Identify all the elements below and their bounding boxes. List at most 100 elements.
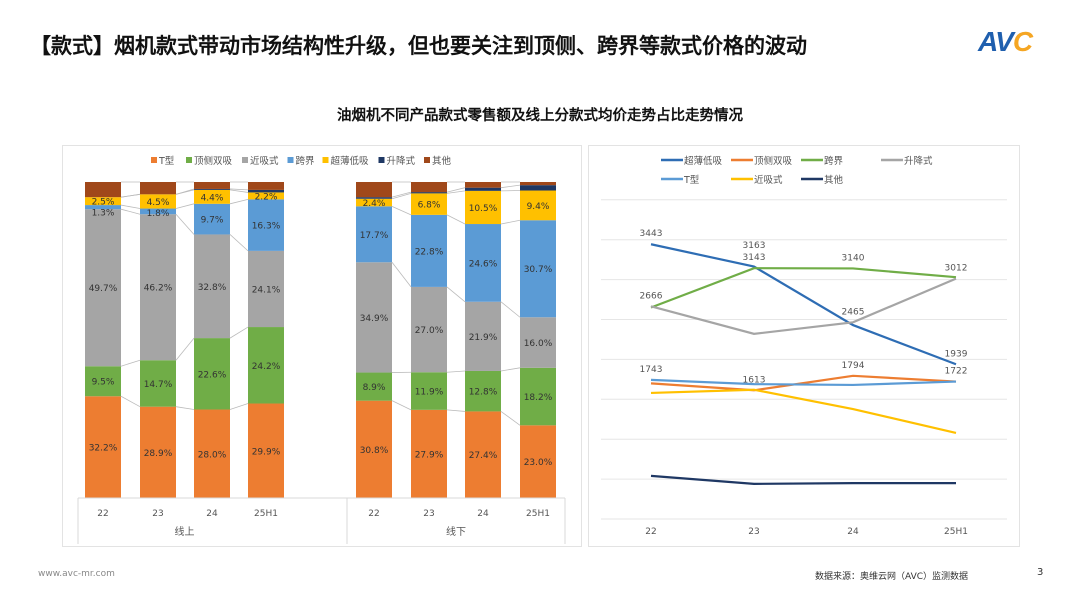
series-line — [446, 190, 466, 194]
series-line — [229, 326, 249, 339]
bar-segment — [411, 409, 447, 498]
data-label: 32.2% — [89, 444, 118, 454]
bar-segment — [465, 187, 501, 191]
x-tick-label: 24 — [477, 509, 489, 519]
line-chart: 超薄低吸 顶侧双吸 跨界 升降式 T型 近吸式 其他 1743 2666 3443 1613 3143… — [601, 155, 1007, 537]
legend-label-4: 超薄低吸 — [331, 155, 370, 167]
x-tick-label: 24 — [847, 527, 859, 537]
bar-segment — [411, 286, 447, 373]
bar-segment — [194, 188, 230, 190]
bar-segment — [140, 360, 176, 407]
series-line — [391, 205, 412, 216]
group-label: 线下 — [446, 525, 466, 538]
bar-segment — [194, 234, 230, 339]
series-line — [500, 219, 521, 225]
legend-label-0: 超薄低吸 — [684, 155, 723, 167]
series-line — [446, 286, 466, 303]
data-label: 3143 — [743, 253, 766, 263]
series-line — [229, 234, 249, 252]
legend-label-5: 近吸式 — [754, 174, 783, 186]
bar-segment — [140, 214, 176, 361]
data-label: 18.2% — [524, 393, 553, 403]
legend-swatch-5 — [378, 157, 385, 163]
bar-segment — [85, 366, 121, 397]
bar-segment — [248, 403, 284, 498]
legend-swatch-0 — [151, 157, 157, 163]
bar-segment — [248, 250, 284, 328]
x-tick-label: 25H1 — [254, 509, 278, 519]
data-label: 9.4% — [527, 202, 550, 212]
bar-segment — [411, 192, 447, 194]
stacked-bar-chart-panel: T型 顶侧双吸 近吸式 跨界 超薄低吸 升降式 其他 2.5% 1.3% 49.7% 9.5% 32.… — [62, 145, 582, 547]
data-label: 27.4% — [469, 451, 498, 461]
bar-segment — [520, 182, 556, 186]
x-tick-label: 23 — [423, 509, 434, 519]
data-label: 3140 — [842, 253, 865, 263]
data-label: 22.8% — [415, 247, 444, 257]
data-label: 14.7% — [144, 380, 173, 390]
data-label: 27.9% — [415, 450, 444, 460]
page-number: 3 — [1037, 567, 1044, 578]
x-tick-label: 24 — [206, 509, 218, 519]
chart-subtitle: 油烟机不同产品款式零售额及线上分款式均价走势占比走势情况 — [337, 108, 743, 124]
series-line — [229, 198, 249, 205]
data-label: 30.8% — [360, 446, 389, 456]
data-label: 12.8% — [469, 388, 498, 398]
data-label: 4.5% — [147, 198, 170, 208]
series-line — [120, 359, 141, 367]
data-label: 2.4% — [363, 199, 386, 209]
bar-segment — [85, 209, 121, 367]
bar-segment — [465, 224, 501, 302]
website-link[interactable]: www.avc-mr.com — [38, 569, 115, 579]
x-tick-label: 22 — [97, 509, 108, 519]
bar-segment — [520, 220, 556, 318]
data-label: 11.9% — [415, 388, 444, 398]
bar-segment — [520, 190, 556, 221]
bar-segment — [356, 198, 392, 207]
series-line-6 — [650, 474, 956, 485]
bar-segment — [465, 301, 501, 371]
bar-segment — [248, 327, 284, 404]
bar-segment — [356, 372, 392, 401]
data-label: 49.7% — [89, 284, 118, 294]
legend-label-3: 升降式 — [904, 155, 933, 167]
x-tick-label: 22 — [368, 509, 379, 519]
series-line — [446, 370, 466, 373]
series-line — [391, 192, 412, 200]
data-label: 1743 — [640, 365, 663, 375]
series-line — [120, 395, 141, 408]
series-line-4 — [650, 378, 957, 387]
series-line — [500, 184, 521, 189]
legend-label-1: 顶侧双吸 — [194, 155, 233, 167]
bar-segment — [411, 372, 447, 410]
x-tick-label: 23 — [748, 527, 759, 537]
bar-segment — [85, 396, 121, 498]
legend-label-6: 其他 — [432, 155, 452, 167]
data-label: 1613 — [743, 375, 766, 385]
data-label: 30.7% — [524, 265, 553, 275]
series-line — [120, 204, 141, 209]
series-line — [500, 411, 521, 426]
legend-label-3: 跨界 — [296, 156, 316, 167]
series-line — [229, 188, 249, 191]
x-tick-label: 25H1 — [944, 527, 968, 537]
bar-segment — [85, 197, 121, 206]
data-label: 24.1% — [252, 285, 281, 295]
data-label: 1722 — [945, 367, 968, 377]
series-line — [391, 400, 412, 411]
bar-segment — [356, 182, 392, 198]
data-label: 21.9% — [469, 333, 498, 343]
data-label: 27.0% — [415, 326, 444, 336]
legend-label-0: T型 — [158, 156, 175, 167]
data-label: 32.8% — [198, 283, 227, 293]
bar-segment — [85, 205, 121, 210]
data-label: 28.0% — [198, 450, 227, 460]
series-line — [229, 403, 249, 410]
stacked-bar-chart: T型 顶侧双吸 近吸式 跨界 超薄低吸 升降式 其他 2.5%1.3% 49.7% 9.5% 32.… — [77, 155, 566, 544]
bar-segment — [356, 206, 392, 263]
series-line — [500, 367, 521, 372]
bar-segment — [356, 197, 392, 199]
data-label: 10.5% — [469, 204, 498, 214]
avc-logo: AVC — [978, 26, 1033, 57]
bar-segment — [520, 367, 556, 426]
